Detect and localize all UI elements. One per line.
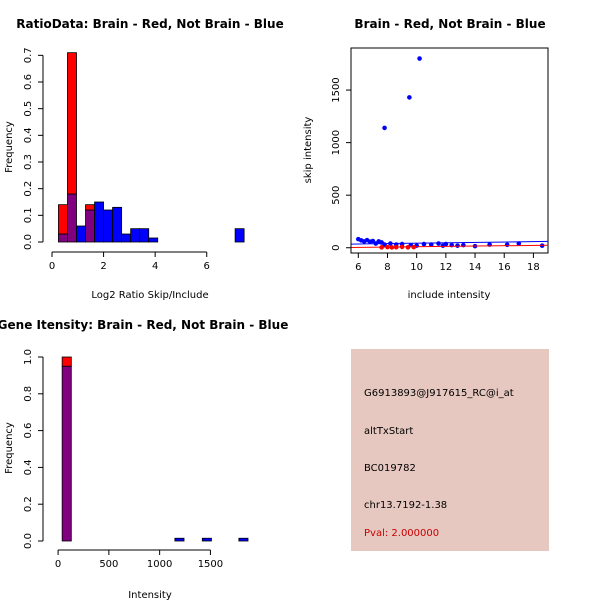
histogram-bar-brain [85, 204, 95, 211]
histogram-bar-not-brain [112, 206, 123, 243]
fit-line-brain [350, 244, 549, 249]
histogram-bar-not-brain [130, 228, 141, 243]
histogram-bar-brain [61, 356, 72, 367]
ratio-histogram-title: RatioData: Brain - Red, Not Brain - Blue [16, 17, 283, 31]
y-tick-label: 1000 [331, 130, 342, 155]
histogram-bar-overlap [67, 193, 77, 243]
ratio-histogram-panel: RatioData: Brain - Red, Not Brain - Blue… [4, 17, 284, 301]
scatter-point-not-brain [436, 241, 441, 246]
histogram-bar-not-brain [76, 225, 86, 243]
y-tick-label: 0.1 [23, 207, 34, 223]
scatter-point-not-brain [516, 241, 522, 246]
y-tick-label: 0.8 [23, 386, 34, 402]
gene-intensity-ylabel: Frequency [4, 422, 15, 474]
x-tick-label: 18 [527, 262, 540, 273]
y-tick-label: 0.4 [23, 127, 34, 143]
scatter-point-not-brain [421, 241, 427, 247]
event-type: altTxStart [364, 426, 413, 437]
x-tick-label: 0 [55, 559, 61, 570]
scatter-title: Brain - Red, Not Brain - Blue [354, 17, 545, 31]
x-tick-label: 4 [152, 261, 158, 272]
x-tick-label: 1000 [147, 559, 172, 570]
x-tick-label: 10 [410, 262, 423, 273]
x-tick-label: 500 [99, 559, 118, 570]
x-tick-label: 2 [100, 261, 106, 272]
info-panel: G6913893@J917615_RC@i_at altTxStart BC01… [351, 349, 549, 551]
y-tick-label: 0.3 [23, 154, 34, 170]
genomic-location: chr13.7192-1.38 [364, 500, 447, 511]
fit-line-not-brain [350, 240, 549, 245]
y-tick-label: 1.0 [23, 349, 34, 365]
ratio-histogram-plot: 0 2 4 6 0.0 0.1 0.2 0.3 0.4 0.5 0.6 0.7 [23, 47, 245, 272]
y-tick-label: 500 [331, 186, 342, 205]
y-tick-label: 0.0 [23, 234, 34, 250]
histogram-bar-not-brain [234, 228, 245, 243]
histogram-bar-not-brain [174, 537, 185, 542]
gene-intensity-plot: 0 500 1000 1500 0.0 0.2 0.4 0.6 0.8 1.0 [23, 349, 249, 570]
histogram-bar-not-brain [148, 237, 159, 243]
scatter-xlabel: include intensity [408, 290, 491, 301]
x-tick-label: 6 [355, 262, 361, 273]
x-tick-label: 1500 [198, 559, 223, 570]
x-tick-label: 6 [204, 261, 210, 272]
y-tick-label: 0.5 [23, 101, 34, 117]
y-tick-label: 0.0 [23, 533, 34, 549]
y-tick-label: 0.2 [23, 496, 34, 512]
histogram-bar-not-brain [201, 537, 212, 542]
histogram-bar-overlap [58, 233, 68, 243]
gene-intensity-panel: Gene Itensity: Brain - Red, Not Brain - … [0, 318, 288, 600]
histogram-bar-brain [58, 204, 68, 235]
histogram-bar-brain [67, 52, 77, 195]
x-tick-label: 0 [49, 261, 55, 272]
y-tick-label: 0.6 [23, 74, 34, 90]
scatter-point-not-brain [382, 125, 387, 131]
scatter-point-not-brain [407, 95, 412, 100]
scatter-point-not-brain [455, 243, 460, 248]
x-tick-label: 8 [384, 262, 390, 273]
y-tick-label: 0.4 [23, 459, 34, 475]
scatter-plot-frame [350, 47, 549, 254]
pval: Pval: 2.000000 [364, 528, 439, 539]
y-tick-label: 0.2 [23, 181, 34, 197]
scatter-plot: 6 8 10 12 14 16 18 0 500 1000 1500 [331, 47, 549, 273]
info-panel-background [351, 349, 549, 551]
histogram-bar-overlap [85, 209, 95, 243]
ratio-histogram-ylabel: Frequency [4, 121, 15, 173]
gene-intensity-xlabel: Intensity [128, 590, 172, 600]
histogram-bar-not-brain [238, 537, 249, 542]
x-tick-label: 14 [469, 262, 482, 273]
histogram-bar-not-brain [121, 233, 132, 243]
histogram-bar-not-brain [139, 228, 150, 243]
y-tick-label: 1500 [331, 77, 342, 102]
y-tick-label: 0.7 [23, 47, 34, 63]
y-tick-label: 0.6 [23, 423, 34, 439]
histogram-bar-not-brain [103, 209, 114, 243]
scatter-ylabel: skip intensity [303, 117, 314, 184]
intensity-scatter-panel: Brain - Red, Not Brain - Blue 6 8 10 12 14 16… [303, 17, 549, 301]
scatter-point-not-brain [504, 242, 510, 248]
x-tick-label: 16 [498, 262, 511, 273]
y-tick-label: 0 [331, 245, 342, 251]
histogram-bar-overlap [61, 365, 72, 542]
x-tick-label: 12 [439, 262, 452, 273]
gene-intensity-title: Gene Itensity: Brain - Red, Not Brain - … [0, 318, 288, 332]
accession: BC019782 [364, 463, 416, 474]
probe-id: G6913893@J917615_RC@i_at [364, 388, 514, 399]
histogram-bar-not-brain [94, 201, 104, 243]
scatter-point-not-brain [417, 56, 422, 61]
ratio-histogram-xlabel: Log2 Ratio Skip/Include [91, 290, 208, 301]
